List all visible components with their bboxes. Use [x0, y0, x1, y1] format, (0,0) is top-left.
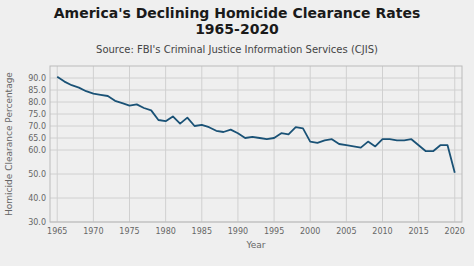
y-tick-label: 85.0 — [28, 86, 46, 95]
x-tick-label: 2000 — [300, 227, 320, 236]
plot-area — [57, 77, 455, 173]
y-tick-label: 70.0 — [28, 122, 46, 131]
x-tick-label: 2020 — [445, 227, 465, 236]
y-grid-line — [50, 198, 462, 199]
x-tick-label: 1965 — [47, 227, 67, 236]
x-grid-line — [454, 66, 455, 222]
title-line: 1965-2020 — [195, 21, 279, 37]
x-tick-label: 2005 — [336, 227, 356, 236]
x-grid-line — [57, 66, 58, 222]
x-tick-label: 2015 — [408, 227, 428, 236]
line — [57, 77, 455, 173]
y-tick-label: 90.0 — [28, 74, 46, 83]
subtitle: Source: FBI's Criminal Justice Informati… — [96, 44, 378, 55]
y-grid-line — [50, 126, 462, 127]
x-tick-label: 1970 — [83, 227, 103, 236]
x-grid-line — [237, 66, 238, 222]
x-axis-label: Year — [245, 240, 265, 250]
x-tick-label: 1975 — [119, 227, 139, 236]
chart: America's Declining Homicide Clearance R… — [0, 0, 474, 266]
y-grid-line — [50, 78, 462, 79]
grid — [50, 66, 462, 222]
background — [0, 0, 474, 266]
x-tick-label: 1985 — [192, 227, 212, 236]
y-grid-line — [50, 102, 462, 103]
y-grid-line — [50, 150, 462, 151]
x-grid-line — [310, 66, 311, 222]
y-axis-label: Homicide Clearance Percentage — [4, 72, 14, 216]
x-grid-line — [274, 66, 275, 222]
y-grid-line — [50, 174, 462, 175]
title: America's Declining Homicide Clearance R… — [54, 5, 420, 37]
x-tick-label: 1990 — [228, 227, 248, 236]
x-grid-line — [129, 66, 130, 222]
y-tick-label: 75.0 — [28, 110, 46, 119]
x-grid-line — [346, 66, 347, 222]
y-tick-label: 50.0 — [28, 170, 46, 179]
x-grid-line — [201, 66, 202, 222]
y-grid-line — [50, 114, 462, 115]
y-tick-label: 60.0 — [28, 146, 46, 155]
x-grid-line — [165, 66, 166, 222]
x-tick-label: 2010 — [372, 227, 392, 236]
y-tick-label: 80.0 — [28, 98, 46, 107]
y-tick-label: 30.0 — [28, 218, 46, 227]
y-tick-label: 40.0 — [28, 194, 46, 203]
x-tick-label: 1980 — [155, 227, 175, 236]
x-tick-label: 1995 — [264, 227, 284, 236]
y-tick-label: 65.0 — [28, 134, 46, 143]
title-line: America's Declining Homicide Clearance R… — [54, 5, 420, 21]
x-grid-line — [382, 66, 383, 222]
y-grid-line — [50, 90, 462, 91]
plot-frame — [50, 66, 462, 222]
x-grid-line — [93, 66, 94, 222]
